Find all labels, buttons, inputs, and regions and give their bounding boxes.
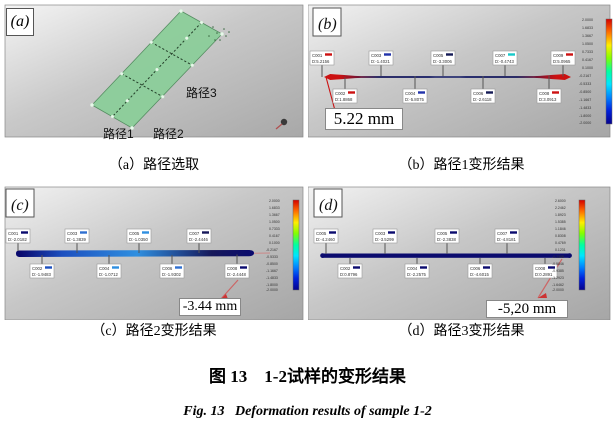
svg-text:0.4167: 0.4167 xyxy=(269,234,280,238)
svg-text:-2.0000: -2.0000 xyxy=(579,121,591,125)
svg-text:C002: C002 xyxy=(340,266,351,271)
svg-text:0.4769: 0.4769 xyxy=(555,241,566,245)
svg-text:D:-4.8181: D:-4.8181 xyxy=(497,237,516,242)
svg-text:C003: C003 xyxy=(371,53,382,58)
svg-text:0.7333: 0.7333 xyxy=(582,50,593,54)
svg-text:-0.5846: -0.5846 xyxy=(552,262,564,266)
svg-text:C003: C003 xyxy=(375,231,386,236)
svg-text:D:5.2156: D:5.2156 xyxy=(312,59,330,64)
svg-text:(b): (b) xyxy=(318,16,337,33)
svg-text:1.5385: 1.5385 xyxy=(555,220,566,224)
svg-text:2.2462: 2.2462 xyxy=(555,206,566,210)
svg-text:-0.5333: -0.5333 xyxy=(579,82,591,86)
svg-text:-0.5333: -0.5333 xyxy=(266,255,278,259)
svg-text:D:-2.4448: D:-2.4448 xyxy=(227,272,246,277)
svg-text:D:-5.8075: D:-5.8075 xyxy=(405,97,424,102)
svg-text:0.4167: 0.4167 xyxy=(582,58,593,62)
svg-text:1.1846: 1.1846 xyxy=(555,227,566,231)
svg-text:路径2: 路径2 xyxy=(153,126,184,141)
svg-text:1.3667: 1.3667 xyxy=(269,213,280,217)
svg-text:-2.0000: -2.0000 xyxy=(552,288,564,292)
svg-text:-1.1667: -1.1667 xyxy=(579,98,591,102)
svg-text:D:-3.5299: D:-3.5299 xyxy=(375,237,394,242)
svg-text:-0.8500: -0.8500 xyxy=(579,90,591,94)
svg-text:1.0500: 1.0500 xyxy=(582,42,593,46)
svg-text:C008: C008 xyxy=(227,266,238,271)
svg-text:2.0000: 2.0000 xyxy=(269,199,280,203)
svg-text:-2.0000: -2.0000 xyxy=(266,288,278,292)
svg-text:2.0000: 2.0000 xyxy=(582,18,593,22)
svg-text:D:-2.6118: D:-2.6118 xyxy=(473,97,492,102)
svg-text:C006: C006 xyxy=(470,266,481,271)
svg-text:D:-1.9302: D:-1.9302 xyxy=(162,272,181,277)
svg-text:1.6833: 1.6833 xyxy=(582,26,593,30)
svg-text:C002: C002 xyxy=(335,91,346,96)
svg-text:C004: C004 xyxy=(405,91,416,96)
svg-text:-0.2167: -0.2167 xyxy=(579,74,591,78)
svg-text:C005: C005 xyxy=(433,53,444,58)
svg-text:D:-1.0712: D:-1.0712 xyxy=(99,272,118,277)
svg-text:-1.1667: -1.1667 xyxy=(266,269,278,273)
svg-text:路径3: 路径3 xyxy=(186,85,217,100)
svg-text:C006: C006 xyxy=(473,91,484,96)
svg-text:-1.2923: -1.2923 xyxy=(552,276,564,280)
svg-text:C009: C009 xyxy=(553,53,564,58)
svg-text:C007: C007 xyxy=(189,231,200,236)
svg-text:D:-1.0350: D:-1.0350 xyxy=(129,237,148,242)
svg-text:D:-2.0182: D:-2.0182 xyxy=(8,237,27,242)
svg-text:(d): (d) xyxy=(319,197,338,214)
svg-text:0.1000: 0.1000 xyxy=(269,241,280,245)
svg-text:D:-2.3838: D:-2.3838 xyxy=(437,237,456,242)
svg-text:C005: C005 xyxy=(316,231,327,236)
svg-text:-0.2308: -0.2308 xyxy=(552,255,564,259)
svg-text:C003: C003 xyxy=(67,231,78,236)
svg-text:D:1.8868: D:1.8868 xyxy=(335,97,353,102)
svg-text:1.0500: 1.0500 xyxy=(269,220,280,224)
svg-text:-1.4833: -1.4833 xyxy=(579,106,591,110)
svg-text:-0.8500: -0.8500 xyxy=(266,262,278,266)
svg-text:C002: C002 xyxy=(32,266,43,271)
svg-text:C007: C007 xyxy=(495,53,506,58)
svg-text:D:0.8796: D:0.8796 xyxy=(340,272,358,277)
svg-text:1.6833: 1.6833 xyxy=(269,206,280,210)
svg-text:D:-2.4446: D:-2.4446 xyxy=(189,237,208,242)
svg-text:D:-1.9483: D:-1.9483 xyxy=(32,272,51,277)
svg-text:0.8308: 0.8308 xyxy=(555,234,566,238)
svg-text:-1.6462: -1.6462 xyxy=(552,283,564,287)
svg-text:C001: C001 xyxy=(312,53,323,58)
svg-text:C004: C004 xyxy=(407,266,418,271)
svg-text:(c): (c) xyxy=(11,197,29,214)
svg-text:D:3.0913: D:3.0913 xyxy=(539,97,557,102)
svg-text:C006: C006 xyxy=(162,266,173,271)
svg-text:D:-2.2575: D:-2.2575 xyxy=(407,272,426,277)
svg-text:D:-0.4743: D:-0.4743 xyxy=(495,59,514,64)
svg-text:D:-3.3006: D:-3.3006 xyxy=(433,59,452,64)
svg-text:C004: C004 xyxy=(99,266,110,271)
svg-text:D:5.0965: D:5.0965 xyxy=(553,59,571,64)
svg-text:2.6000: 2.6000 xyxy=(555,199,566,203)
svg-text:D:-1.4021: D:-1.4021 xyxy=(371,59,390,64)
svg-text:-0.2167: -0.2167 xyxy=(266,248,278,252)
svg-text:D:-1.3839: D:-1.3839 xyxy=(67,237,86,242)
svg-text:路径1: 路径1 xyxy=(103,126,134,141)
svg-text:D:-4.6015: D:-4.6015 xyxy=(470,272,489,277)
svg-text:C005: C005 xyxy=(437,231,448,236)
svg-text:C007: C007 xyxy=(497,231,508,236)
svg-text:C001: C001 xyxy=(8,231,19,236)
svg-text:0.1000: 0.1000 xyxy=(582,66,593,70)
svg-text:D:0.2891: D:0.2891 xyxy=(535,272,553,277)
svg-text:-0.9385: -0.9385 xyxy=(552,269,564,273)
svg-text:-1.8000: -1.8000 xyxy=(579,114,591,118)
svg-text:0.1231: 0.1231 xyxy=(555,248,566,252)
svg-text:C008: C008 xyxy=(539,91,550,96)
svg-text:1.3667: 1.3667 xyxy=(582,34,593,38)
svg-text:C005: C005 xyxy=(129,231,140,236)
svg-text:-1.4833: -1.4833 xyxy=(266,276,278,280)
svg-text:C008: C008 xyxy=(535,266,546,271)
svg-text:0.7333: 0.7333 xyxy=(269,227,280,231)
svg-text:-1.8000: -1.8000 xyxy=(266,283,278,287)
svg-text:D:-4.2460: D:-4.2460 xyxy=(316,237,335,242)
svg-text:1.8923: 1.8923 xyxy=(555,213,566,217)
